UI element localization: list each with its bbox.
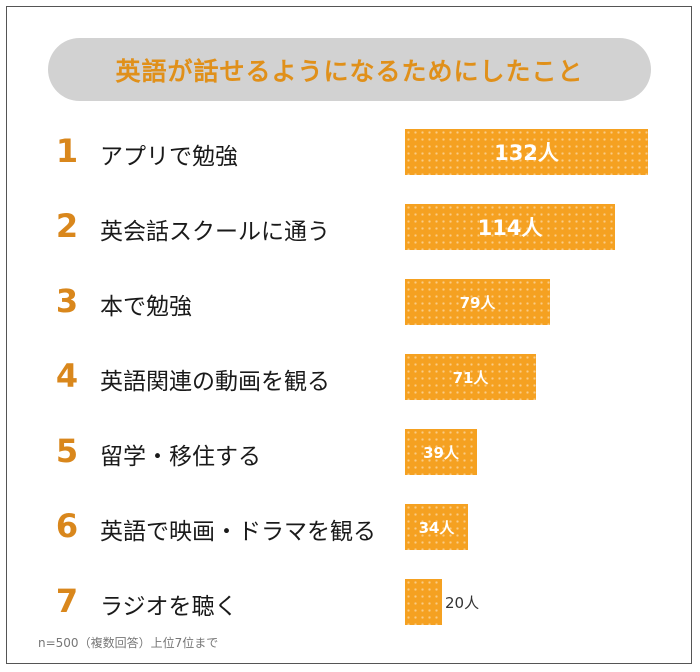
category-label: 英会話スクールに通う	[100, 219, 330, 245]
bar: 39人	[405, 429, 477, 475]
bar: 114人	[405, 204, 615, 250]
value-label: 114人	[477, 216, 543, 240]
category-label: 留学・移住する	[100, 444, 261, 470]
bar	[405, 579, 442, 625]
rank-number: 7	[55, 582, 79, 620]
rank-number: 5	[55, 432, 79, 470]
category-label: ラジオを聴く	[100, 594, 238, 620]
bar: 34人	[405, 504, 468, 550]
rank-number: 4	[55, 357, 79, 395]
value-label: 20人	[445, 594, 480, 612]
rank-number: 2	[55, 207, 79, 245]
value-label: 132人	[494, 141, 559, 165]
category-label: 英語関連の動画を観る	[100, 369, 330, 395]
bar: 71人	[405, 354, 536, 400]
footnote: n=500（複数回答）上位7位まで	[38, 636, 219, 650]
value-label: 71人	[452, 368, 489, 387]
title-banner: 英語が話せるようになるためにしたこと	[48, 38, 651, 101]
rank-number: 6	[55, 507, 79, 545]
value-label: 39人	[423, 443, 459, 462]
bar: 79人	[405, 279, 550, 325]
chart-frame	[6, 6, 692, 664]
category-label: 英語で映画・ドラマを観る	[100, 519, 376, 545]
bar: 132人	[405, 129, 648, 175]
value-label: 34人	[418, 518, 455, 537]
category-label: 本で勉強	[100, 294, 192, 320]
category-label: アプリで勉強	[100, 144, 238, 170]
value-label: 79人	[459, 293, 496, 312]
chart-title: 英語が話せるようになるためにしたこと	[115, 56, 584, 86]
rank-number: 3	[55, 282, 79, 320]
rank-number: 1	[55, 132, 79, 170]
